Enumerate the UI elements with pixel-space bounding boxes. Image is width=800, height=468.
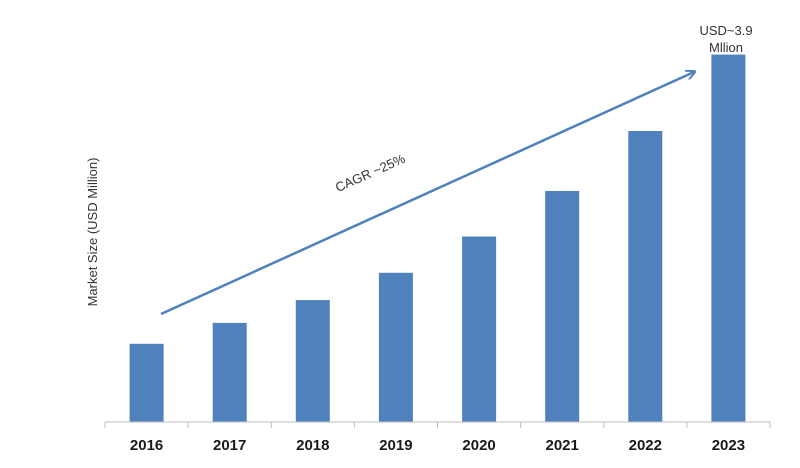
bar-2018 (295, 300, 330, 422)
x-tick-label-2018: 2018 (296, 437, 329, 454)
end-value-annotation-line-2: Mllion (709, 40, 743, 55)
bar-2019 (378, 272, 413, 422)
x-tick-label-2016: 2016 (130, 437, 163, 454)
x-tick-label-2019: 2019 (379, 437, 412, 454)
x-tick-label-2017: 2017 (213, 437, 246, 454)
cagr-annotation: CAGR ~25% (333, 151, 408, 195)
x-tick-label-2020: 2020 (462, 437, 495, 454)
x-tick-label-2023: 2023 (712, 437, 745, 454)
bar-2022 (628, 131, 663, 422)
bar-2017 (212, 322, 247, 422)
end-value-annotation-line-1: USD~3.9 (699, 23, 752, 38)
y-axis-title: Market Size (USD Million) (85, 158, 100, 307)
x-tick-label-2021: 2021 (546, 437, 579, 454)
cagr-trend-arrow (160, 72, 694, 316)
x-axis-tick-labels: 2016 2017 2018 2019 2020 2021 2022 2023 (130, 437, 745, 454)
bar-2016 (129, 343, 164, 422)
x-tick-label-2022: 2022 (629, 437, 662, 454)
bar-2023 (711, 54, 746, 422)
bars-group (129, 54, 746, 422)
bar-2020 (462, 236, 497, 422)
x-axis-ticks (104, 422, 771, 428)
bar-2021 (545, 191, 580, 422)
